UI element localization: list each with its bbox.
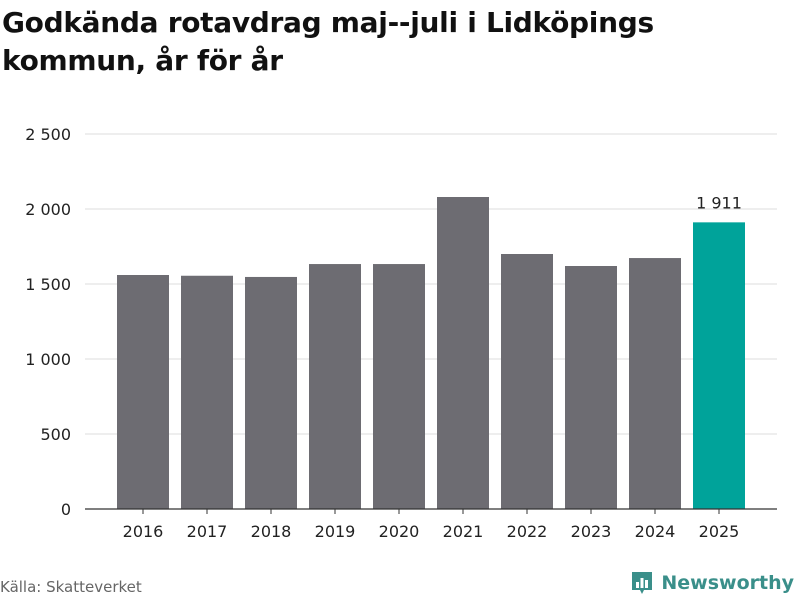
source-note: Källa: Skatteverket xyxy=(0,578,142,596)
bar xyxy=(693,222,745,509)
y-tick-label: 1 500 xyxy=(25,275,71,294)
y-tick-label: 1 000 xyxy=(25,350,71,369)
x-tick-label: 2024 xyxy=(635,522,676,541)
chart-title: Godkända rotavdrag maj--juli i Lidköping… xyxy=(2,6,654,77)
x-tick-label: 2020 xyxy=(379,522,420,541)
bar xyxy=(565,266,617,509)
bar xyxy=(629,258,681,509)
x-tick-label: 2022 xyxy=(507,522,548,541)
x-tick-label: 2025 xyxy=(699,522,740,541)
y-tick-label: 2 500 xyxy=(25,125,71,144)
y-tick-label: 500 xyxy=(40,425,71,444)
brand-name: Newsworthy xyxy=(661,572,794,594)
x-tick-label: 2023 xyxy=(571,522,612,541)
brand-logo: Newsworthy xyxy=(630,570,794,596)
x-tick-label: 2018 xyxy=(251,522,292,541)
bar xyxy=(373,264,425,509)
y-tick-label: 2 000 xyxy=(25,200,71,219)
bar xyxy=(181,275,233,509)
bar xyxy=(245,276,297,509)
x-tick-label: 2019 xyxy=(315,522,356,541)
y-tick-label: 0 xyxy=(61,500,71,519)
x-tick-label: 2017 xyxy=(187,522,228,541)
data-label: 1 911 xyxy=(696,193,742,212)
bar xyxy=(501,254,553,509)
bar xyxy=(117,275,169,509)
bar xyxy=(309,264,361,509)
x-tick-label: 2016 xyxy=(123,522,164,541)
newsworthy-logo-icon xyxy=(632,572,653,594)
x-tick-label: 2021 xyxy=(443,522,484,541)
bar xyxy=(437,197,489,509)
